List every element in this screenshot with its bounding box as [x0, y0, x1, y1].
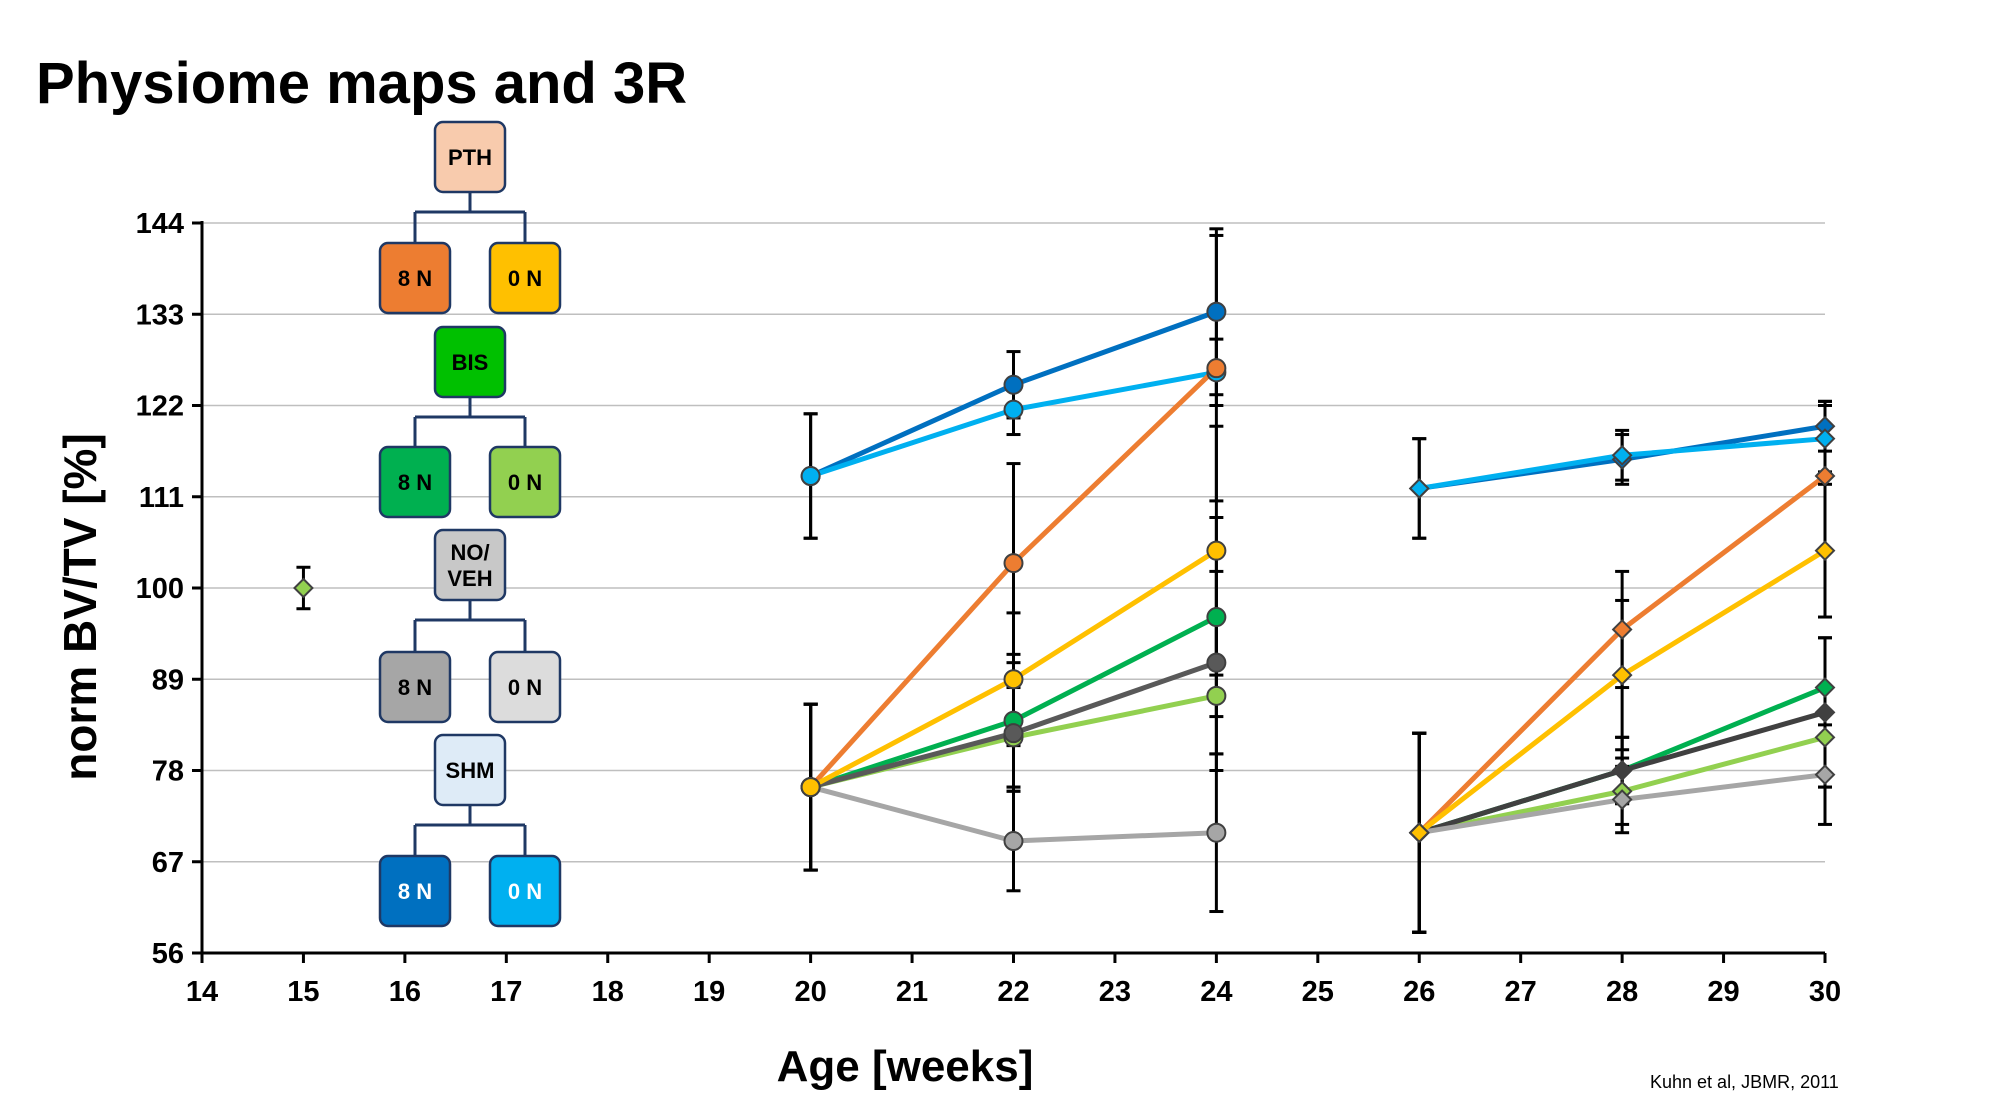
- y-tick-label: 67: [152, 847, 184, 879]
- x-tick-label: 22: [997, 976, 1029, 1008]
- load-box: [488, 650, 562, 724]
- x-tick-label: 30: [1809, 976, 1841, 1008]
- data-point: [1206, 540, 1227, 561]
- data-point: [1003, 553, 1024, 574]
- x-tick-label: 20: [794, 976, 826, 1008]
- x-tick-label: 19: [693, 976, 725, 1008]
- error-bars: [296, 227, 1832, 934]
- treatment-label: BIS: [452, 350, 489, 375]
- y-tick-label: 78: [152, 756, 184, 788]
- citation: Kuhn et al, JBMR, 2011: [1650, 1072, 1839, 1092]
- y-tick-label: 56: [152, 938, 184, 970]
- data-point: [1611, 789, 1633, 810]
- data-point: [1003, 831, 1024, 852]
- x-tick-label: 14: [186, 976, 218, 1008]
- data-point: [1206, 301, 1227, 322]
- load-box: [378, 241, 452, 315]
- data-point: [293, 577, 314, 599]
- data-point: [1814, 726, 1836, 748]
- x-tick-label: 16: [389, 976, 421, 1008]
- y-tick-label: 89: [152, 664, 184, 696]
- slide-title: Physiome maps and 3R: [36, 51, 688, 116]
- load-label: 0 N: [508, 266, 542, 291]
- x-tick-label: 23: [1099, 976, 1131, 1008]
- data-point: [1814, 465, 1836, 487]
- data-point: [1611, 760, 1633, 781]
- load-label: 0 N: [508, 675, 542, 700]
- load-label: 8 N: [398, 879, 432, 904]
- data-point: [1814, 428, 1836, 450]
- data-point: [1003, 723, 1024, 744]
- load-label: 0 N: [508, 879, 542, 904]
- data-point: [1206, 685, 1227, 706]
- load-box: [378, 854, 452, 928]
- treatment-box: [433, 528, 507, 602]
- data-point: [1003, 374, 1024, 395]
- data-point: [1814, 702, 1836, 723]
- treatment-box: [433, 325, 507, 399]
- x-tick-label: 24: [1200, 976, 1232, 1008]
- data-point: [800, 777, 821, 798]
- data-point: [1408, 822, 1430, 844]
- x-tick-label: 28: [1606, 976, 1638, 1008]
- data-point: [1003, 399, 1024, 420]
- load-box: [488, 854, 562, 928]
- data-point: [1611, 619, 1633, 640]
- x-tick-label: 21: [896, 976, 928, 1008]
- data-point: [1003, 669, 1024, 690]
- treatment-label: VEH: [447, 566, 492, 591]
- x-axis-title: Age [weeks]: [777, 1042, 1034, 1091]
- treatment-box: [433, 733, 507, 807]
- x-tick-label: 26: [1403, 976, 1435, 1008]
- series-lines: [808, 309, 1827, 844]
- data-point: [1611, 664, 1633, 686]
- data-point: [1206, 358, 1227, 379]
- y-tick-label: 144: [136, 208, 184, 240]
- load-box: [378, 445, 452, 519]
- data-point: [1206, 822, 1227, 843]
- x-tick-label: 18: [592, 976, 624, 1008]
- load-label: 8 N: [398, 266, 432, 291]
- treatment-box: [433, 120, 507, 194]
- treatment-label: PTH: [448, 145, 492, 170]
- data-point: [1408, 478, 1430, 499]
- x-tick-label: 29: [1707, 976, 1739, 1008]
- x-tick-label: 17: [490, 976, 522, 1008]
- data-point: [1814, 540, 1836, 562]
- load-label: 8 N: [398, 675, 432, 700]
- axes: 56 67 78 89 100 111 122 133 144 14 15 16 17 18 19 20 21 2…: [136, 208, 1842, 1008]
- load-box: [378, 650, 452, 724]
- load-box: [488, 241, 562, 315]
- data-point: [1206, 607, 1227, 628]
- markers: [293, 301, 1836, 852]
- y-axis-title: norm BV/TV [%]: [54, 433, 106, 781]
- y-tick-label: 100: [136, 573, 184, 605]
- data-point: [800, 466, 821, 487]
- x-tick-label: 15: [287, 976, 319, 1008]
- treatment-tree: PTH 8 N 0 N BIS 8 N 0 N NO/VEH 8 N 0 N SHM 8 N 0 N: [378, 120, 562, 928]
- load-label: 8 N: [398, 470, 432, 495]
- load-box: [488, 445, 562, 519]
- data-point: [1611, 444, 1633, 466]
- data-point: [1814, 764, 1836, 786]
- treatment-label: NO/: [450, 540, 489, 565]
- treatment-label: SHM: [446, 758, 495, 783]
- data-point: [1814, 677, 1836, 698]
- y-tick-label: 122: [136, 391, 184, 423]
- y-tick-label: 111: [139, 482, 184, 514]
- load-label: 0 N: [508, 470, 542, 495]
- y-tick-label: 133: [136, 299, 184, 331]
- x-tick-label: 25: [1302, 976, 1334, 1008]
- data-point: [1206, 652, 1227, 673]
- x-tick-label: 27: [1505, 976, 1537, 1008]
